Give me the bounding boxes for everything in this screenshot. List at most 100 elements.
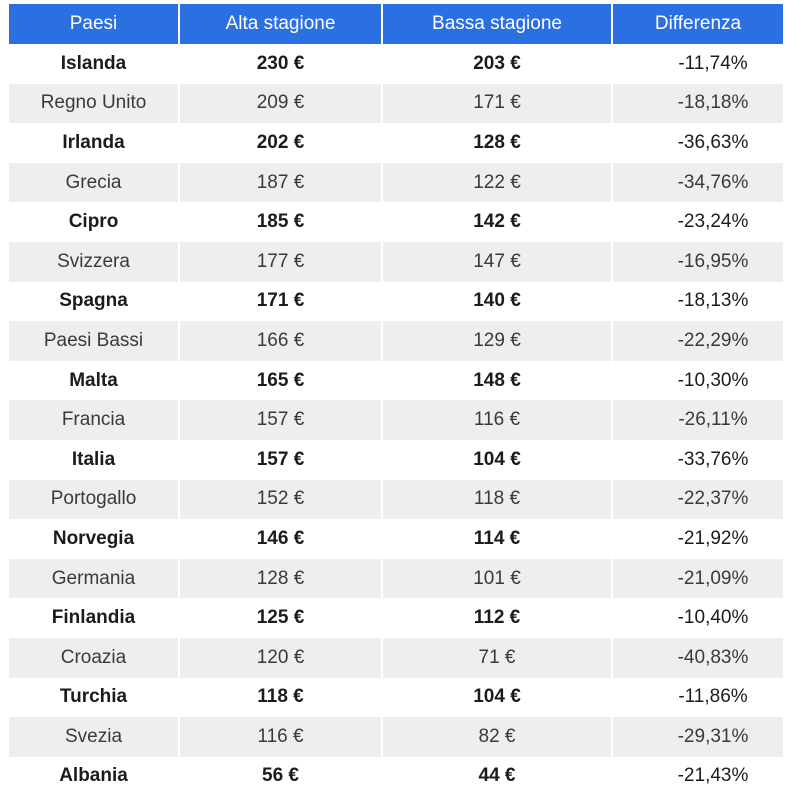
cell-low-season: 140 € [383,281,613,322]
cell-country: Grecia [9,162,180,203]
table-row: Finlandia 125 €112 € -10,40% [9,598,783,638]
table-body: Islanda 230 €203 € -11,74% Regno Unito 209 €… [9,44,783,797]
cell-low-season: 82 € [383,717,613,757]
cell-country: Norvegia [9,519,180,559]
cell-country: Cipro [9,202,180,242]
cell-difference: -40,83% [613,637,783,678]
cell-high-season: 230 € [180,44,383,84]
table-row: Paesi Bassi 166 €129 € -22,29% [9,321,783,361]
table-header: Paesi Alta stagione Bassa stagione Diffe… [9,4,783,44]
cell-country: Turchia [9,677,180,718]
cell-low-season: 122 € [383,162,613,203]
cell-high-season: 157 € [180,439,383,480]
cell-country: Germania [9,558,180,599]
cell-difference: -18,13% [613,281,783,322]
cell-high-season: 116 € [180,717,383,757]
cell-difference: -11,86% [613,677,783,718]
table-row: Grecia 187 €122 € -34,76% [9,162,783,203]
cell-difference: -21,43% [613,756,783,797]
cell-difference: -29,31% [613,717,783,757]
header-alta-stagione: Alta stagione [180,4,383,44]
cell-low-season: 203 € [383,44,613,84]
cell-country: Svizzera [9,241,180,282]
table-row: Germania 128 €101 € -21,09% [9,558,783,599]
cell-country: Islanda [9,44,180,84]
cell-low-season: 104 € [383,439,613,480]
cell-difference: -22,37% [613,479,783,520]
cell-country: Regno Unito [9,83,180,124]
cell-country: Svezia [9,717,180,757]
table-row: Portogallo 152 €118 € -22,37% [9,479,783,520]
cell-difference: -34,76% [613,162,783,203]
table-row: Svezia 116 €82 € -29,31% [9,717,783,757]
table-row: Italia 157 €104 € -33,76% [9,439,783,480]
cell-high-season: 118 € [180,677,383,718]
cell-difference: -10,30% [613,360,783,401]
cell-low-season: 112 € [383,598,613,638]
cell-low-season: 118 € [383,479,613,520]
table-row: Svizzera 177 €147 € -16,95% [9,241,783,282]
cell-difference: -36,63% [613,123,783,163]
cell-difference: -11,74% [613,44,783,84]
cell-difference: -26,11% [613,400,783,440]
cell-difference: -18,18% [613,83,783,124]
cell-high-season: 171 € [180,281,383,322]
table-row: Croazia 120 €71 € -40,83% [9,637,783,678]
table-row: Albania 56 €44 € -21,43% [9,756,783,797]
cell-difference: -21,09% [613,558,783,599]
table-row: Turchia 118 €104 € -11,86% [9,677,783,718]
cell-country: Croazia [9,637,180,678]
cell-high-season: 177 € [180,241,383,282]
cell-difference: -10,40% [613,598,783,638]
header-bassa-stagione: Bassa stagione [383,4,613,44]
table-row: Irlanda 202 €128 € -36,63% [9,123,783,163]
table-row: Francia 157 €116 € -26,11% [9,400,783,440]
cell-low-season: 128 € [383,123,613,163]
cell-high-season: 157 € [180,400,383,440]
header-paesi: Paesi [9,4,180,44]
cell-country: Malta [9,360,180,401]
price-table-container: Paesi Alta stagione Bassa stagione Diffe… [9,4,783,797]
cell-low-season: 148 € [383,360,613,401]
cell-low-season: 71 € [383,637,613,678]
header-row: Paesi Alta stagione Bassa stagione Diffe… [9,4,783,44]
cell-country: Albania [9,756,180,797]
cell-high-season: 185 € [180,202,383,242]
cell-low-season: 129 € [383,321,613,361]
cell-country: Paesi Bassi [9,321,180,361]
price-table: Paesi Alta stagione Bassa stagione Diffe… [9,4,783,797]
cell-country: Finlandia [9,598,180,638]
cell-high-season: 146 € [180,519,383,559]
cell-low-season: 44 € [383,756,613,797]
cell-low-season: 104 € [383,677,613,718]
table-row: Cipro 185 €142 € -23,24% [9,202,783,242]
cell-country: Spagna [9,281,180,322]
cell-country: Portogallo [9,479,180,520]
cell-difference: -16,95% [613,241,783,282]
cell-low-season: 116 € [383,400,613,440]
cell-high-season: 56 € [180,756,383,797]
cell-high-season: 209 € [180,83,383,124]
cell-country: Irlanda [9,123,180,163]
cell-high-season: 165 € [180,360,383,401]
cell-high-season: 202 € [180,123,383,163]
header-differenza: Differenza [613,4,783,44]
table-row: Malta 165 €148 € -10,30% [9,360,783,401]
table-row: Norvegia 146 €114 € -21,92% [9,519,783,559]
cell-difference: -22,29% [613,321,783,361]
table-row: Spagna 171 €140 € -18,13% [9,281,783,322]
cell-country: Italia [9,439,180,480]
cell-high-season: 187 € [180,162,383,203]
cell-low-season: 101 € [383,558,613,599]
cell-difference: -33,76% [613,439,783,480]
table-row: Regno Unito 209 €171 € -18,18% [9,83,783,124]
cell-low-season: 171 € [383,83,613,124]
cell-high-season: 166 € [180,321,383,361]
cell-high-season: 152 € [180,479,383,520]
table-row: Islanda 230 €203 € -11,74% [9,44,783,84]
cell-low-season: 147 € [383,241,613,282]
cell-high-season: 125 € [180,598,383,638]
cell-high-season: 120 € [180,637,383,678]
cell-difference: -23,24% [613,202,783,242]
cell-low-season: 142 € [383,202,613,242]
